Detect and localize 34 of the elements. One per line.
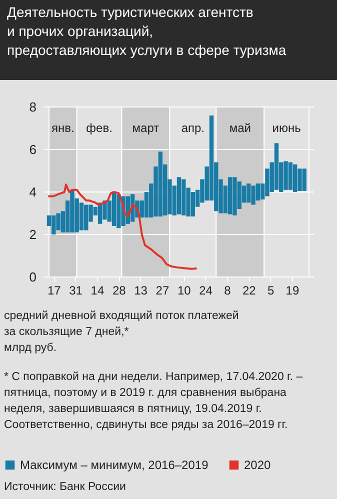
bar <box>176 177 182 214</box>
x-tick-label: 14 <box>90 284 104 298</box>
band-label: янв. <box>52 121 74 135</box>
x-tick-label: 13 <box>134 284 148 298</box>
x-tick-label: 5 <box>267 284 274 298</box>
legend-label: 2020 <box>244 458 272 472</box>
y-tick-label: 8 <box>29 100 36 114</box>
x-tick-label: 22 <box>242 284 256 298</box>
band-label: фев. <box>86 121 112 135</box>
x-tick-label: 19 <box>286 284 300 298</box>
legend-label: Максимум – минимум, 2016–2019 <box>20 458 209 472</box>
text: средний дневной входящий поток платежей за скользящие 7 дней,* млрд руб. <box>4 310 239 354</box>
x-tick-label: 31 <box>69 284 83 298</box>
x-tick-label: 10 <box>177 284 192 298</box>
bar <box>112 192 116 226</box>
line-series <box>48 184 198 270</box>
text: Источник: Банк России <box>4 481 126 493</box>
y-tick-label: 6 <box>29 142 36 157</box>
bar <box>79 202 84 230</box>
band-label: апр. <box>181 121 205 135</box>
y-tick-label: 4 <box>29 184 36 200</box>
y-tick-label: 2 <box>29 227 36 242</box>
y-tick-label: 0 <box>29 270 36 284</box>
chart-title: Деятельность туристических агентств и прочих организаций, предоставляющих услуги в сфере туризма <box>7 4 286 58</box>
x-tick-label: 27 <box>156 284 170 298</box>
band-label: март <box>132 121 160 135</box>
bar <box>274 143 279 190</box>
x-tick-label: 28 <box>112 284 126 298</box>
x-tick-label: 24 <box>199 284 213 298</box>
x-tick-label: 8 <box>224 284 232 298</box>
band-label: июнь <box>272 121 301 135</box>
band-label: май <box>229 121 251 135</box>
text: * С поправкой на дни недели. Например, 17.04.2020 г. – пятница, поэтому и в 2019 г. для сравнения выбрана неделя, завершившаяся в пятницу, 19.04.2019 г. Соответственно, сдвинуты все ряды за 2016–2019 гг. <box>4 371 304 431</box>
x-tick-label: 17 <box>47 284 62 298</box>
